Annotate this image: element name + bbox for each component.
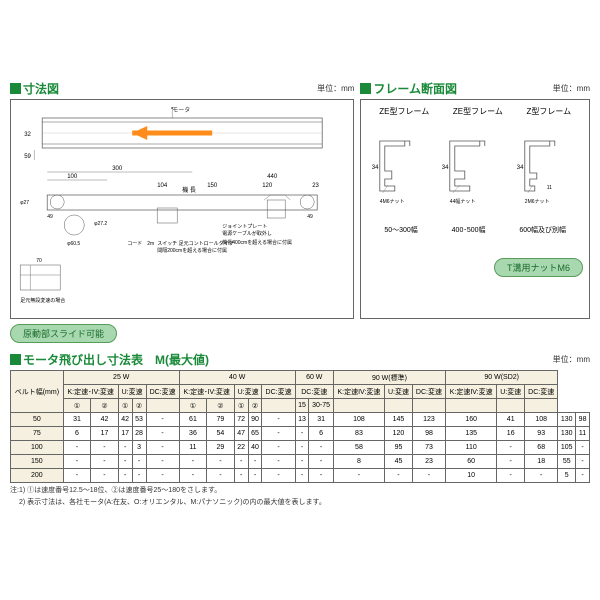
dim-title: 寸法図: [23, 80, 317, 97]
frame-width-2: 400･500幅: [452, 225, 486, 235]
table-note-2: 2) 表示寸法は、各社モータ(A:在友、O:オリエンタル、M:パナソニック)の内…: [10, 498, 590, 507]
svg-text:34: 34: [517, 165, 524, 171]
dimension-drawing: モータ 32 59 φ60.5 φ27 100 300 104: [11, 100, 353, 318]
svg-text:34: 34: [372, 165, 379, 171]
frame-label-2: ZE型フレーム: [453, 106, 503, 117]
svg-text:59: 59: [24, 154, 31, 160]
frame-profiles: 34 4M6ナット 34 44幅ナット 34 11 2M6ナット: [367, 121, 583, 221]
svg-text:32: 32: [24, 132, 31, 138]
slide-badge: 原動部スライド可能: [10, 324, 117, 343]
svg-text:150: 150: [207, 183, 218, 189]
table-note-1: 注:1) ①は速度番号12.5～18位、②は速度番号25～180をさします。: [10, 486, 590, 495]
section-marker: [360, 83, 371, 94]
svg-text:120: 120: [262, 183, 273, 189]
table-title: モータ飛び出し寸法表 M(最大値): [23, 351, 553, 368]
frame-label-3: Z型フレーム: [527, 106, 572, 117]
svg-text:11: 11: [547, 185, 552, 191]
svg-text:49: 49: [47, 214, 53, 220]
svg-text:電源ケーブルが取外し: 電源ケーブルが取外し: [222, 230, 272, 237]
frame-section-panel: ZE型フレーム ZE型フレーム Z型フレーム 34 4M6ナット 34 44幅ナ…: [360, 99, 590, 319]
svg-text:440: 440: [267, 174, 278, 180]
svg-text:104: 104: [157, 183, 168, 189]
svg-text:φ27.2: φ27.2: [94, 221, 107, 227]
frame-unit: 単位：mm: [553, 83, 590, 94]
svg-text:2M6ナット: 2M6ナット: [525, 199, 550, 205]
svg-text:49: 49: [307, 214, 313, 220]
svg-text:100: 100: [67, 174, 78, 180]
svg-text:間隔200cmを超える場合に付属: 間隔200cmを超える場合に付属: [157, 247, 227, 254]
motor-dimension-table: ベルト幅(mm) 25 W 40 W 60 W 90 W(標準) 90 W(SD…: [10, 370, 590, 483]
svg-text:φ27: φ27: [20, 200, 29, 206]
svg-text:300: 300: [112, 166, 123, 172]
section-marker: [10, 83, 21, 94]
dim-unit: 単位：mm: [317, 83, 354, 94]
section-marker: [10, 354, 21, 365]
svg-text:34: 34: [442, 165, 449, 171]
svg-text:機 長: 機 長: [182, 186, 196, 194]
svg-text:モータ: モータ: [172, 106, 190, 114]
frame-label-1: ZE型フレーム: [379, 106, 429, 117]
svg-text:70: 70: [36, 258, 42, 264]
svg-text:コード 2m: コード 2m: [127, 241, 154, 247]
svg-text:44幅ナット: 44幅ナット: [450, 198, 476, 205]
svg-text:足元無段変速の場合: 足元無段変速の場合: [20, 297, 65, 304]
frame-width-3: 600幅及び別幅: [519, 225, 566, 235]
belt-width-header: ベルト幅(mm): [11, 371, 64, 413]
svg-text:機長400cmを超える場合に付属: 機長400cmを超える場合に付属: [222, 239, 292, 246]
svg-text:φ60.5: φ60.5: [67, 241, 80, 247]
svg-text:4M6ナット: 4M6ナット: [380, 199, 405, 205]
tnut-badge: T溝用ナットM6: [494, 258, 583, 277]
svg-text:23: 23: [312, 183, 319, 189]
frame-width-1: 50～300幅: [384, 225, 417, 235]
svg-text:ジョイントプレート: ジョイントプレート: [222, 224, 267, 230]
dimension-drawing-panel: モータ 32 59 φ60.5 φ27 100 300 104: [10, 99, 354, 319]
frame-title: フレーム断面図: [373, 80, 552, 97]
table-unit: 単位：mm: [553, 354, 590, 365]
